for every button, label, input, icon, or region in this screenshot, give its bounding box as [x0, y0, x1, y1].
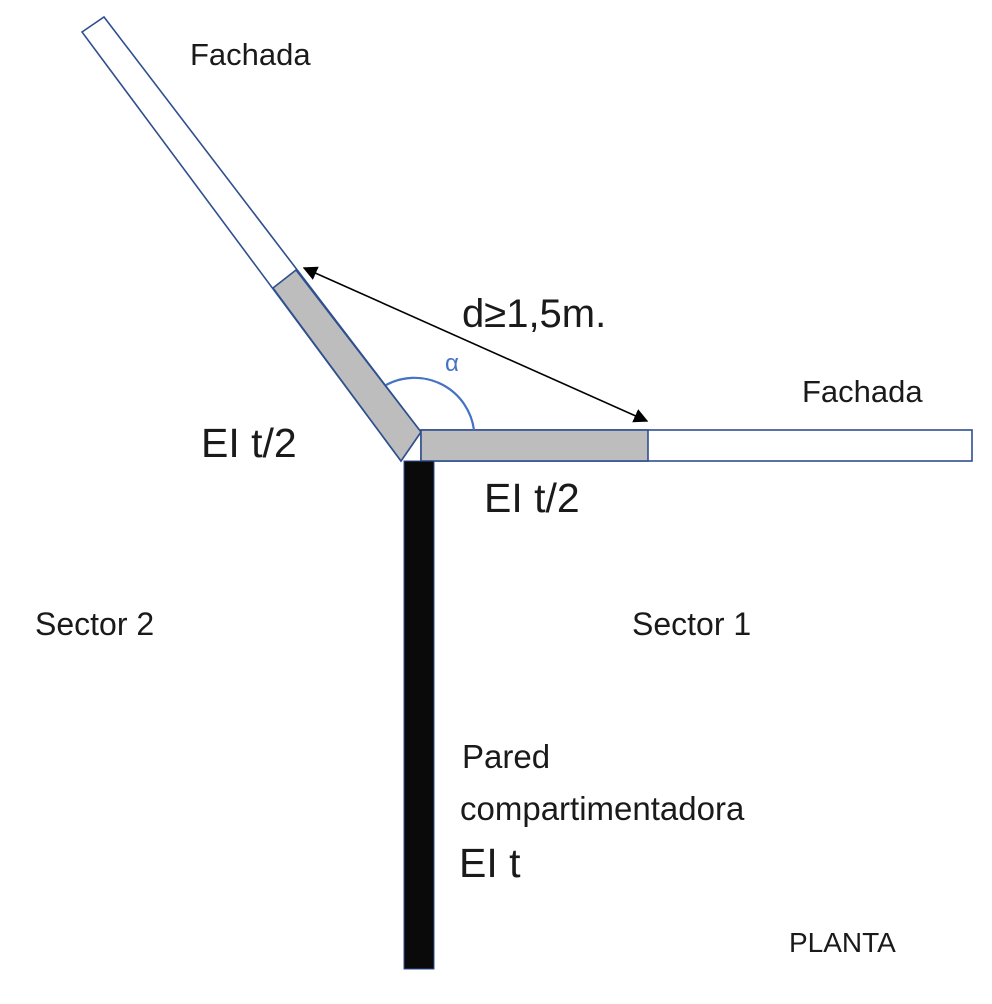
- compartment-wall: [403, 460, 435, 970]
- distance-label: d≥1,5m.: [462, 292, 606, 336]
- distance-dimension-arrow: [302, 266, 649, 423]
- ei-half-label-bottom: EI t/2: [484, 475, 580, 521]
- facade-label-upper: Fachada: [190, 37, 311, 72]
- facade-label-right: Fachada: [802, 374, 923, 409]
- plan-view-label: PLANTA: [789, 927, 896, 958]
- ei-half-label-left: EI t/2: [201, 420, 297, 466]
- angle-label: α: [445, 350, 459, 377]
- horizontal-protected-band: [420, 429, 649, 462]
- wall-rating-label: EI t: [459, 840, 521, 886]
- sector-2-label: Sector 2: [35, 606, 154, 642]
- sector-1-label: Sector 1: [632, 606, 751, 642]
- wall-label-line2: compartimentadora: [460, 790, 745, 827]
- wall-label-line1: Pared: [462, 738, 550, 775]
